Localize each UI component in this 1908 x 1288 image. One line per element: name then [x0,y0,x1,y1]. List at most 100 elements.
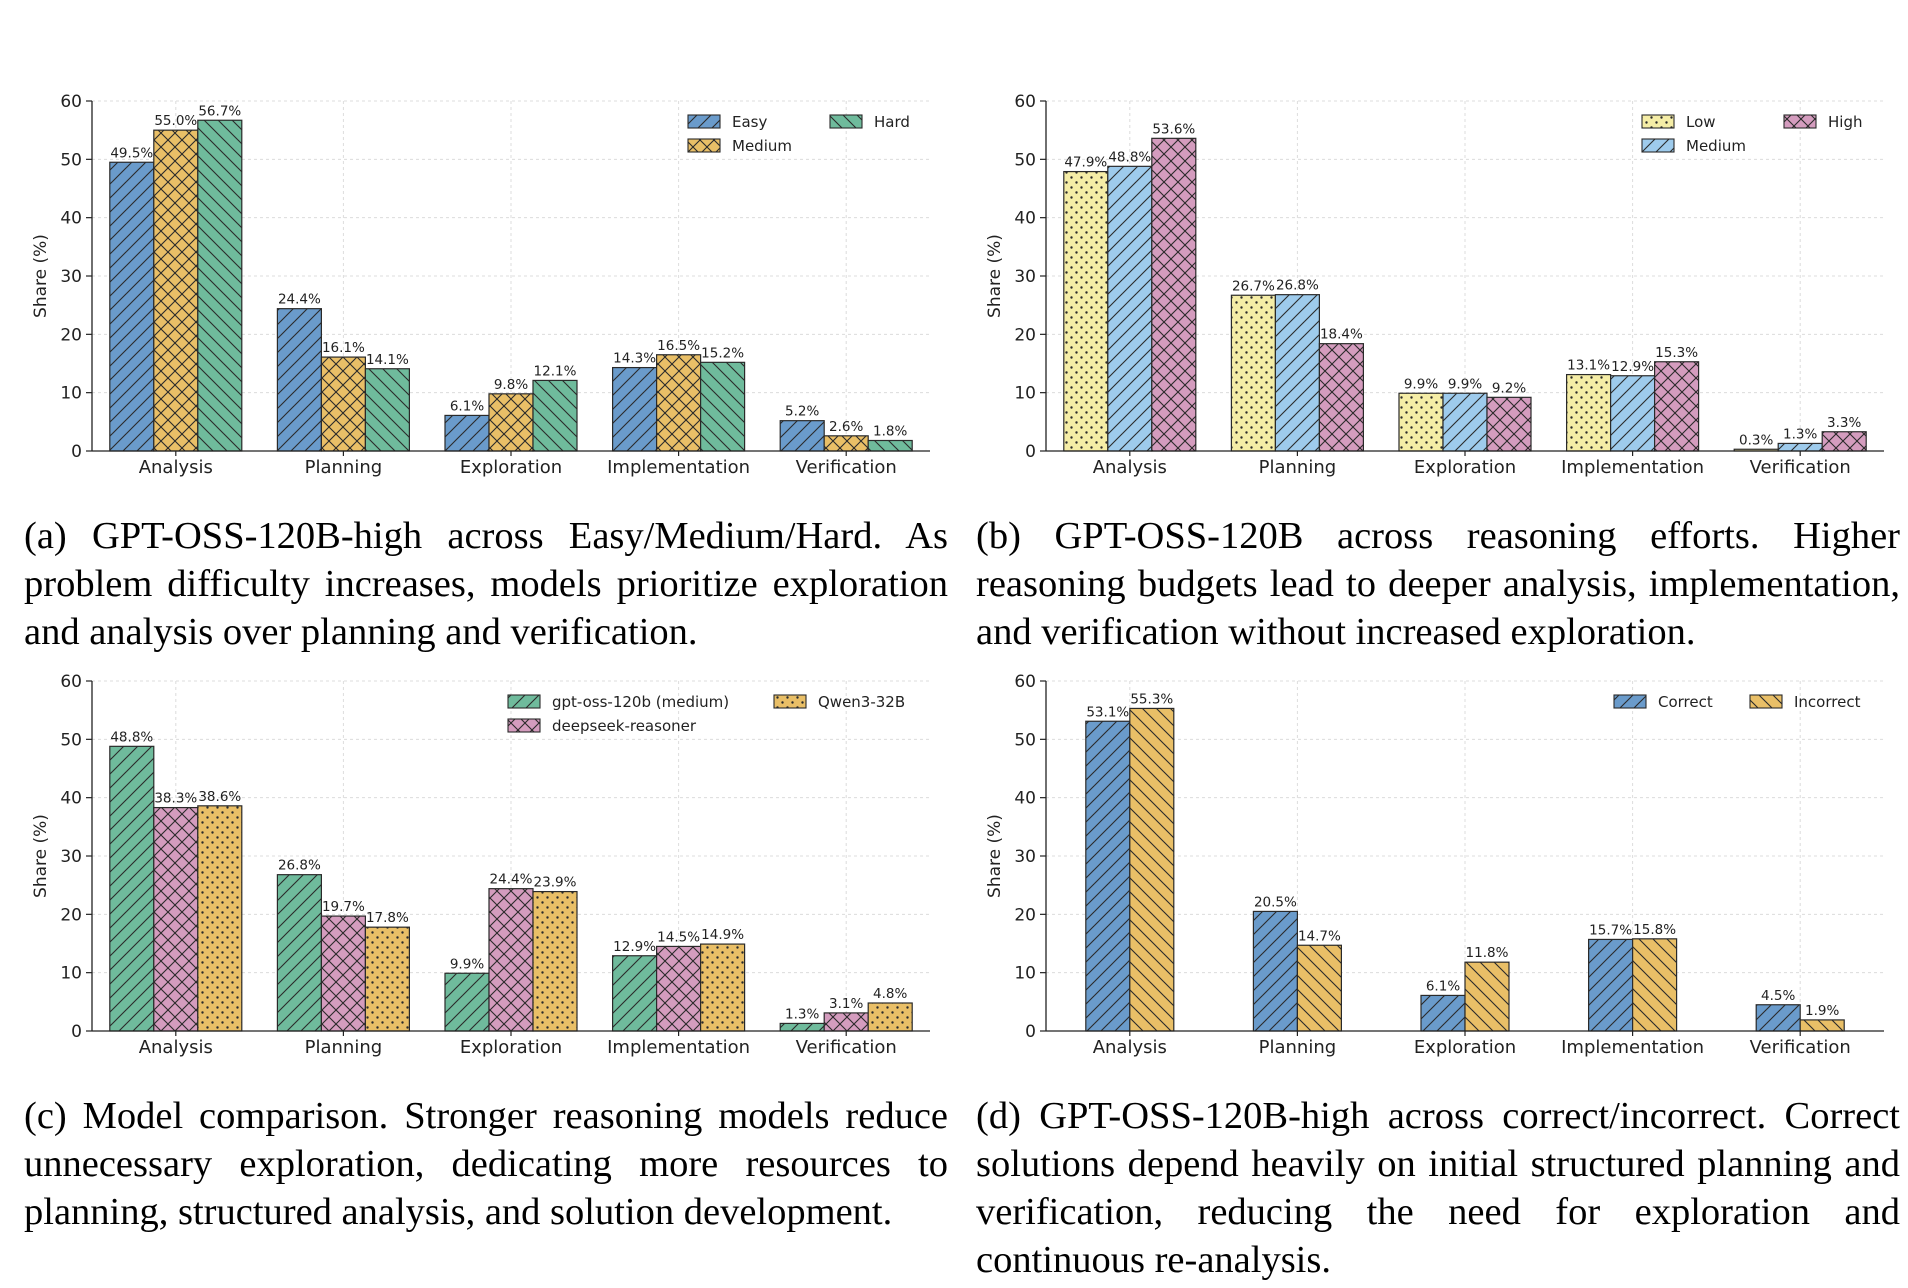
legend-label-high: High [1828,113,1862,131]
data-label-easy-exploration: 6.1% [450,398,484,414]
bar-deepseek-reasoner-planning [320,915,366,1032]
bar-correct-analysis [1085,720,1131,1032]
data-label-gpt-oss-120b-medium-planning: 26.8% [278,858,321,874]
data-label-low-analysis: 47.9% [1064,155,1107,171]
bar-correct-implementation [1587,938,1634,1032]
data-label-incorrect-planning: 14.7% [1298,928,1341,944]
data-label-low-exploration: 9.9% [1404,376,1438,392]
data-label-hard-exploration: 12.1% [534,363,577,379]
data-label-high-planning: 18.4% [1320,327,1363,343]
data-label-hard-implementation: 15.2% [701,345,744,361]
legend-swatch-gpt-oss-120b-medium [507,694,541,709]
data-label-medium-implementation: 16.5% [657,338,700,354]
y-tick-label: 30 [1014,847,1036,867]
y-axis-label: Share (%) [985,814,1005,898]
bar-hard-implementation [699,361,746,452]
y-tick-label: 10 [60,964,82,984]
data-label-low-verification: 0.3% [1739,432,1773,448]
bar-qwen3-32b-planning [364,926,410,1032]
data-label-easy-verification: 5.2% [785,404,819,420]
bar-easy-implementation [611,366,658,452]
y-tick-label: 0 [71,442,82,462]
data-label-high-implementation: 15.3% [1655,345,1698,361]
legend-label-incorrect: Incorrect [1794,693,1861,711]
x-tick-label-verification: Verification [796,1037,897,1058]
legend-swatch-medium [687,138,721,153]
y-tick-label: 50 [60,150,82,170]
bar-high-analysis [1151,137,1197,452]
bar-chart-c: 48.8% 26.8% 9.9% 12.9% 1.3% 38.3% 19.7% 24.4% 14… [31,672,930,1058]
y-tick-label: 40 [1014,209,1036,229]
data-label-low-implementation: 13.1% [1567,358,1610,374]
legend-swatch-correct [1613,694,1647,709]
legend-swatch-hard [829,114,863,129]
bar-chart-a: 49.5% 24.4% 6.1% 14.3% 5.2% 55.0% 16.1% 9.8% 16.… [31,92,930,478]
data-label-easy-planning: 24.4% [278,292,321,308]
bar-incorrect-planning [1296,944,1342,1032]
bar-correct-verification [1755,1004,1801,1032]
y-tick-label: 20 [1014,905,1036,925]
x-tick-label-verification: Verification [1750,1037,1851,1058]
data-label-qwen3-32b-verification: 4.8% [873,986,907,1002]
y-tick-label: 40 [60,209,82,229]
data-label-deepseek-reasoner-exploration: 24.4% [490,872,533,888]
bar-medium-verification [1777,442,1823,452]
y-tick-label: 30 [60,267,82,287]
figure-panel-b: 47.9% 26.7% 9.9% 13.1% 0.3% 48.8% 26.8% 9.9% 12.… [954,0,1908,660]
y-tick-label: 40 [60,789,82,809]
y-tick-label: 50 [1014,150,1036,170]
data-label-medium-planning: 16.1% [322,340,365,356]
bar-hard-exploration [532,379,578,452]
y-tick-label: 60 [1014,92,1036,112]
y-axis-label: Share (%) [985,234,1005,318]
data-label-medium-analysis: 55.0% [154,113,197,129]
legend-label-medium: Medium [1686,137,1746,155]
x-tick-label-exploration: Exploration [460,1037,562,1058]
data-label-medium-verification: 1.3% [1783,426,1817,442]
data-label-gpt-oss-120b-medium-analysis: 48.8% [110,729,153,745]
y-tick-label: 0 [71,1022,82,1042]
bar-deepseek-reasoner-verification [823,1012,869,1032]
x-tick-label-analysis: Analysis [1093,457,1167,478]
bar-easy-verification [779,420,825,452]
data-label-correct-implementation: 15.7% [1589,922,1632,938]
legend-label-medium: Medium [732,137,792,155]
data-label-easy-implementation: 14.3% [613,351,656,367]
data-label-qwen3-32b-planning: 17.8% [366,910,409,926]
data-label-gpt-oss-120b-medium-verification: 1.3% [785,1006,819,1022]
x-tick-label-implementation: Implementation [1561,457,1704,478]
x-tick-label-planning: Planning [305,1037,383,1058]
bar-easy-analysis [109,161,155,452]
bar-hard-verification [867,439,913,452]
figure-panel-d: 53.1% 20.5% 6.1% 15.7% 4.5% 55.3% 14.7% 11.8% 15… [954,660,1908,1288]
x-tick-label-verification: Verification [796,457,897,478]
bar-hard-planning [364,368,410,452]
bar-low-analysis [1063,170,1109,452]
caption-d: (d) GPT-OSS-120B-high across correct/inc… [976,1095,1900,1281]
legend: Easy Medium Hard [687,113,910,155]
bar-high-exploration [1486,396,1532,452]
x-tick-label-exploration: Exploration [1414,457,1516,478]
bar-correct-exploration [1420,994,1466,1032]
caption-c: (c) Model comparison. Stronger reasoning… [24,1095,948,1233]
data-label-hard-verification: 1.8% [873,424,907,440]
legend-swatch-easy [687,114,721,129]
legend: Correct Incorrect [1613,693,1861,711]
legend-swatch-medium [1641,138,1675,153]
bar-high-verification [1821,431,1867,452]
y-tick-label: 0 [1025,1022,1036,1042]
figure-panel-a: 49.5% 24.4% 6.1% 14.3% 5.2% 55.0% 16.1% 9.8% 16.… [0,0,954,660]
bar-qwen3-32b-implementation [699,943,746,1032]
data-label-high-exploration: 9.2% [1492,380,1526,396]
bar-deepseek-reasoner-exploration [488,888,534,1032]
bar-medium-implementation [655,354,702,452]
legend-label-low: Low [1686,113,1716,131]
x-tick-label-analysis: Analysis [139,457,213,478]
legend-label-correct: Correct [1658,693,1713,711]
legend-swatch-high [1783,114,1817,129]
figure-panel-c: 48.8% 26.8% 9.9% 12.9% 1.3% 38.3% 19.7% 24.4% 14… [0,660,954,1288]
bar-gpt-oss-120b-medium-planning [276,874,322,1032]
bar-gpt-oss-120b-medium-analysis [109,745,155,1032]
bar-chart-d: 53.1% 20.5% 6.1% 15.7% 4.5% 55.3% 14.7% 11.8% 15… [985,672,1884,1058]
y-tick-label: 30 [60,847,82,867]
